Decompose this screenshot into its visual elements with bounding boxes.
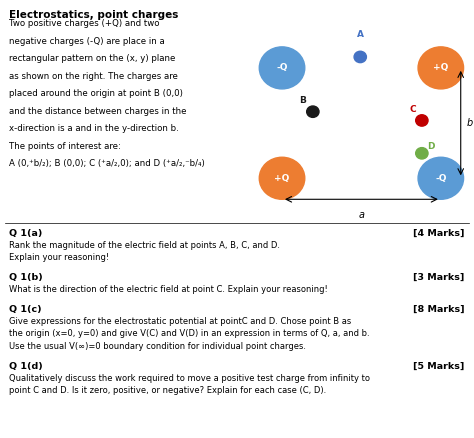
Text: [5 Marks]: [5 Marks] [413,362,465,371]
Text: [3 Marks]: [3 Marks] [413,273,465,282]
Text: Electrostatics, point charges: Electrostatics, point charges [9,10,179,20]
Text: Q 1(b): Q 1(b) [9,273,43,282]
Text: Two positive charges (+Q) and two: Two positive charges (+Q) and two [9,19,160,28]
Text: placed around the origin at point B (0,0): placed around the origin at point B (0,0… [9,89,183,99]
Text: b: b [467,118,473,128]
Text: Use the usual V(∞)=0 boundary condition for individual point charges.: Use the usual V(∞)=0 boundary condition … [9,342,307,351]
Text: Qualitatively discuss the work required to move a positive test charge from infi: Qualitatively discuss the work required … [9,374,371,383]
Circle shape [354,51,366,63]
Text: Give expressions for the electrostatic potential at pointC and D. Chose point B : Give expressions for the electrostatic p… [9,317,352,326]
Text: A (0,⁺b/₂); B (0,0); C (⁺a/₂,0); and D (⁺a/₂,⁻b/₄): A (0,⁺b/₂); B (0,0); C (⁺a/₂,0); and D (… [9,159,205,169]
Text: +Q: +Q [274,174,290,183]
Text: -Q: -Q [276,64,288,72]
Text: What is the direction of the electric field at point C. Explain your reasoning!: What is the direction of the electric fi… [9,285,328,294]
Circle shape [418,47,464,89]
Text: Q 1(c): Q 1(c) [9,305,42,314]
Text: the origin (x=0, y=0) and give V(C) and V(D) in an expression in terms of Q, a, : the origin (x=0, y=0) and give V(C) and … [9,329,370,339]
Circle shape [259,157,305,199]
Text: rectangular pattern on the (x, y) plane: rectangular pattern on the (x, y) plane [9,54,176,64]
Circle shape [307,106,319,117]
Text: Rank the magnitude of the electric field at points A, B, C, and D.: Rank the magnitude of the electric field… [9,240,281,250]
Text: -Q: -Q [435,174,447,183]
Text: Q 1(d): Q 1(d) [9,362,43,371]
Text: [8 Marks]: [8 Marks] [413,305,465,314]
Text: point C and D. Is it zero, positive, or negative? Explain for each case (C, D).: point C and D. Is it zero, positive, or … [9,386,327,395]
Text: A: A [357,30,364,39]
Circle shape [259,47,305,89]
Circle shape [416,115,428,126]
Text: B: B [299,96,306,105]
Text: D: D [427,142,434,151]
Text: +Q: +Q [433,64,448,72]
Circle shape [416,148,428,159]
Text: x-direction is a and in the y-direction b.: x-direction is a and in the y-direction … [9,124,179,134]
Text: negative charges (-Q) are place in a: negative charges (-Q) are place in a [9,37,165,46]
Text: The points of interest are:: The points of interest are: [9,142,121,151]
Text: Q 1(a): Q 1(a) [9,229,43,238]
Text: Explain your reasoning!: Explain your reasoning! [9,253,109,262]
Circle shape [418,157,464,199]
Text: as shown on the right. The charges are: as shown on the right. The charges are [9,72,178,81]
Text: and the distance between charges in the: and the distance between charges in the [9,107,187,116]
Text: C: C [409,105,416,114]
Text: [4 Marks]: [4 Marks] [413,229,465,238]
Text: a: a [358,210,365,220]
